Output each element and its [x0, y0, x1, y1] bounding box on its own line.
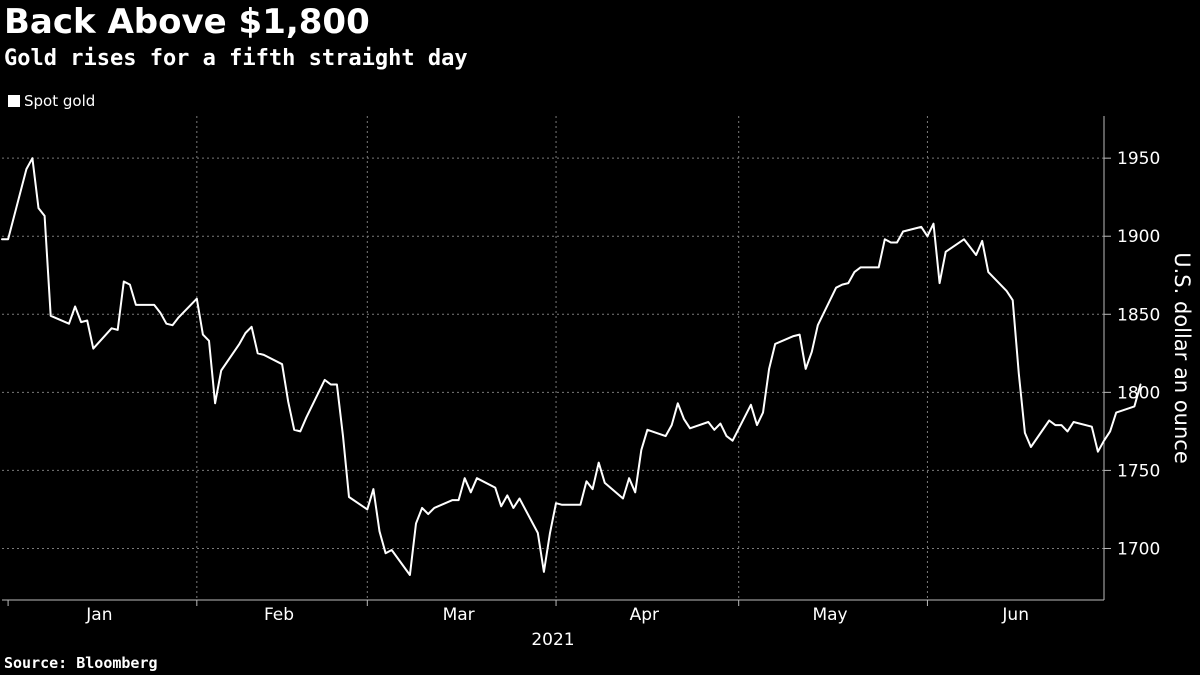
y-tick-label: 1900: [1117, 227, 1160, 247]
y-tick-label: 1950: [1117, 149, 1160, 169]
x-tick-label: Apr: [630, 605, 659, 625]
y-tick-label: 1850: [1117, 305, 1160, 325]
chart-title: Back Above $1,800: [4, 2, 370, 42]
legend-label-spot-gold: Spot gold: [24, 92, 96, 110]
x-tick-label: May: [812, 605, 847, 625]
source-note: Source: Bloomberg: [4, 654, 158, 672]
chart-subtitle: Gold rises for a fifth straight day: [4, 46, 468, 71]
y-axis-label: U.S. dollar an ounce: [1170, 252, 1194, 464]
y-tick-label: 1700: [1117, 539, 1160, 559]
x-tick-label: Mar: [443, 605, 475, 625]
legend: Spot gold: [8, 92, 95, 110]
x-tick-label: Feb: [264, 605, 294, 625]
x-axis-label: 2021: [531, 630, 574, 650]
x-tick-label: Jan: [85, 605, 112, 625]
y-tick-label: 1750: [1117, 461, 1160, 481]
series-line-spot-gold: [1, 157, 1142, 576]
x-tick-label: Jun: [1001, 605, 1029, 625]
legend-swatch: [8, 95, 20, 107]
